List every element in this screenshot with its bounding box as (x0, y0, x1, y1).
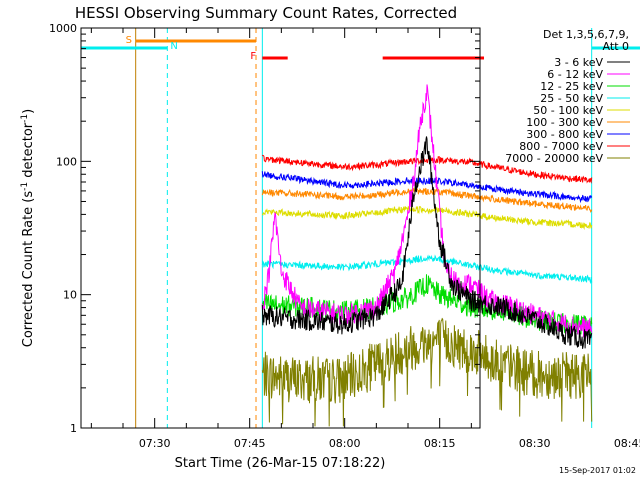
x-tick-label: 08:45 (614, 437, 640, 450)
night-label: N (170, 41, 177, 52)
timestamp: 15-Sep-2017 01:02 (559, 466, 636, 475)
x-tick-label: 08:15 (424, 437, 456, 450)
x-axis-label: Start Time (26-Mar-15 07:18:22) (175, 456, 386, 471)
y-axis-label: Corrected Count Rate (s-1 detector-1) (20, 109, 36, 347)
x-tick-label: 08:30 (519, 437, 551, 450)
y-tick-label: 1 (70, 422, 77, 435)
y-tick-label: 1000 (49, 22, 77, 35)
chart-title: HESSI Observing Summary Count Rates, Cor… (75, 4, 457, 22)
series-line-300-800-kev (261, 171, 593, 204)
x-tick-label: 07:30 (139, 437, 171, 450)
plot-area: S N F (81, 28, 640, 428)
legend-item-label: 6 - 12 keV (547, 68, 603, 81)
series-line-50-100-kev (261, 205, 593, 231)
legend-item-label: 25 - 50 keV (540, 92, 603, 105)
legend-item-label: 100 - 300 keV (526, 116, 603, 129)
saa-label: S (126, 35, 132, 46)
series-line-25-50-kev (261, 254, 593, 285)
legend-subtitle: Att 0 (603, 40, 629, 53)
x-tick-label: 07:45 (234, 437, 266, 450)
series-line-7000-20000-kev (261, 317, 593, 427)
legend-item-label: 800 - 7000 keV (519, 140, 603, 153)
legend-item-label: 3 - 6 keV (554, 56, 603, 69)
series-line-100-300-kev (261, 186, 593, 213)
legend-title: Det 1,3,5,6,7,9, (543, 28, 629, 41)
y-tick-label: 100 (56, 155, 77, 168)
series-line-800-7000-kev (262, 154, 593, 184)
series-line-6-12-kev (261, 84, 593, 339)
legend-item-label: 12 - 25 keV (540, 80, 603, 93)
series-line-3-6-kev (261, 136, 593, 349)
x-tick-label: 08:00 (329, 437, 361, 450)
flare-label: F (250, 51, 256, 62)
y-tick-label: 10 (63, 289, 77, 302)
legend-item-label: 7000 - 20000 keV (505, 152, 603, 165)
legend-item-label: 50 - 100 keV (533, 104, 603, 117)
axes: 1 10 100 1000 07:30 07:45 08:00 08:15 08:30 08:45 (49, 22, 640, 450)
plot-frame (80, 27, 481, 429)
legend-item-label: 300 - 800 keV (526, 128, 603, 141)
